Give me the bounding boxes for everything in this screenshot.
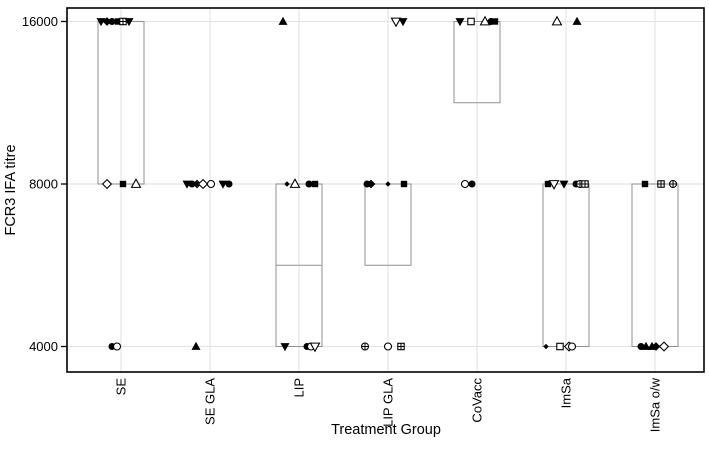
x-category-label: LIP GLA <box>381 378 396 427</box>
point-diamond-open <box>658 341 670 352</box>
y-tick-label: 8000 <box>29 177 58 192</box>
y-tick-label: 4000 <box>29 339 58 354</box>
point-circle-filled <box>305 180 313 188</box>
plot-frame <box>66 7 705 373</box>
point-diamond-small-filled <box>385 181 391 187</box>
point-square-open <box>556 342 564 351</box>
point-diamond-open <box>101 178 113 190</box>
point-diamond-open <box>197 178 209 190</box>
point-square-filled <box>544 180 552 188</box>
x-axis-title: Treatment Group <box>331 422 441 438</box>
point-diamond-filled <box>366 179 376 189</box>
x-category-label: SE <box>114 378 129 396</box>
x-category-label: LIP <box>292 378 307 398</box>
point-square-filled <box>400 180 408 188</box>
point-diamond-filled <box>102 17 112 26</box>
point-circle-filled <box>468 180 476 188</box>
point-triangle-down-filled <box>96 18 106 27</box>
point-diamond-small-filled <box>543 343 549 350</box>
point-triangle-up-filled <box>278 16 288 25</box>
point-square-filled <box>311 180 319 188</box>
point-triangle-up-open <box>289 178 301 188</box>
point-triangle-up-open <box>551 15 563 26</box>
x-category-label: SE GLA <box>203 378 218 425</box>
point-circle-open <box>206 179 216 189</box>
point-circle-open <box>383 342 393 351</box>
point-diamond-filled <box>651 342 661 351</box>
y-tick-label: 16000 <box>22 14 58 29</box>
point-square-filled <box>114 18 122 25</box>
point-circle-open <box>567 342 577 351</box>
y-axis-title: FCR3 IFA titre <box>3 144 19 235</box>
x-category-label: CoVacc <box>470 378 485 423</box>
point-triangle-down-filled <box>124 18 134 27</box>
point-diamond-small-filled <box>284 181 290 187</box>
point-triangle-down-filled <box>455 18 465 27</box>
point-square-filled <box>491 18 499 25</box>
point-triangle-down-filled <box>280 343 290 352</box>
point-triangle-down-open <box>390 17 402 28</box>
point-triangle-down-open <box>548 180 560 190</box>
point-triangle-down-filled <box>398 18 408 27</box>
point-circle-filled <box>188 180 196 188</box>
x-category-label: ImSa <box>559 377 574 408</box>
point-triangle-down-filled <box>559 180 569 189</box>
x-category-label: ImSa o/w <box>648 377 663 432</box>
point-triangle-up-open <box>130 178 142 188</box>
point-diamond-filled <box>192 179 202 189</box>
point-triangle-down-open <box>309 342 321 353</box>
point-triangle-up-filled <box>572 16 582 25</box>
point-triangle-down-filled <box>218 180 228 189</box>
point-triangle-up-filled <box>641 341 651 350</box>
point-triangle-up-open <box>479 15 491 26</box>
point-square-open <box>467 17 475 26</box>
point-circle-open <box>460 179 470 189</box>
point-triangle-up-filled <box>191 341 201 350</box>
point-circle-open <box>112 342 122 351</box>
point-square-filled <box>641 180 649 188</box>
point-circle-filled <box>108 18 116 25</box>
point-square-filled <box>119 180 127 188</box>
point-circle-filled <box>225 180 233 188</box>
